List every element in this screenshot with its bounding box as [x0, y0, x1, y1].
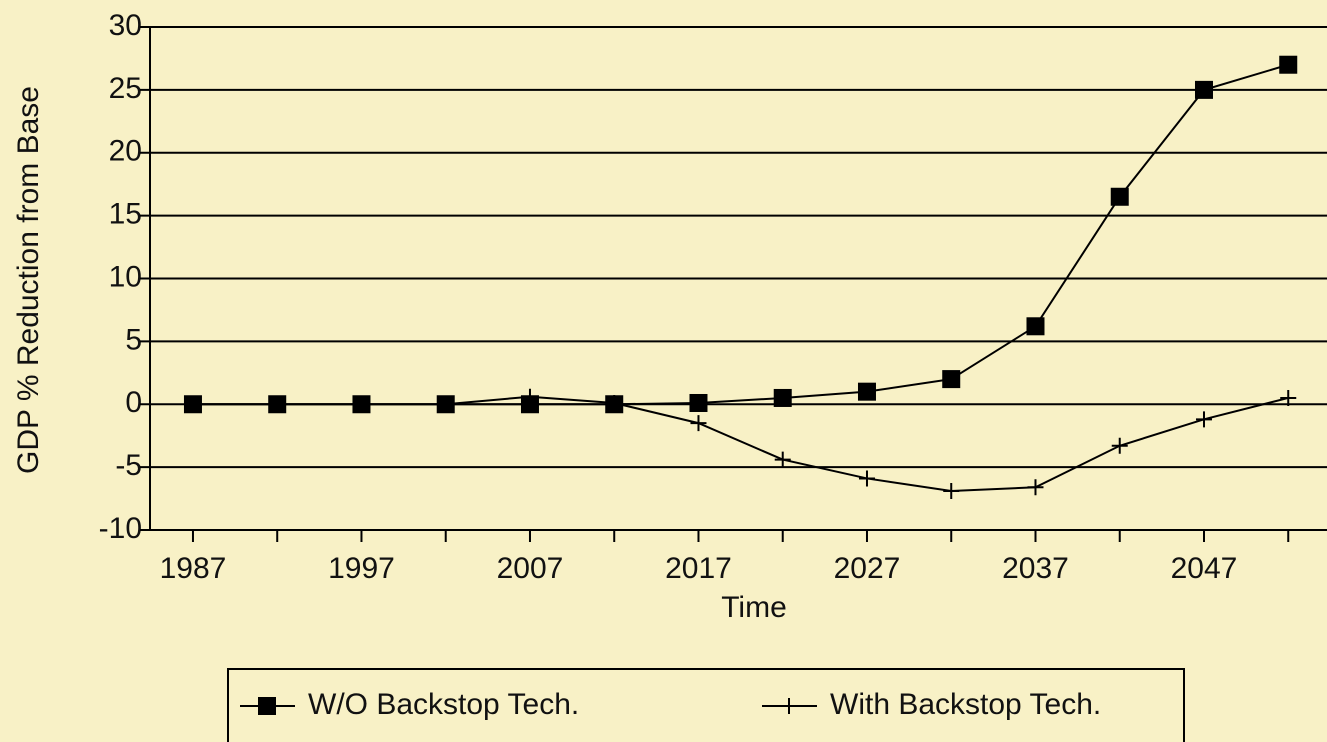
marker-plus [1111, 437, 1128, 454]
marker-plus [1195, 411, 1212, 428]
x-tick-label: 2037 [1002, 552, 1069, 585]
marker-plus [781, 698, 797, 714]
legend-label: With Backstop Tech. [830, 688, 1101, 721]
legend-box [227, 668, 1185, 742]
x-tick-label: 2047 [1171, 552, 1238, 585]
marker-plus [858, 470, 875, 487]
marker-square [1026, 317, 1045, 336]
marker-square [1194, 80, 1213, 99]
y-tick-label: -10 [99, 512, 142, 545]
marker-plus [943, 483, 960, 500]
marker-square [1279, 55, 1298, 74]
y-tick-label: 30 [109, 9, 142, 42]
marker-plus [437, 396, 454, 413]
marker-plus [184, 396, 201, 413]
y-tick-label: 0 [125, 386, 142, 419]
marker-square [1110, 187, 1129, 206]
y-tick-label: -5 [115, 449, 142, 482]
legend-label: W/O Backstop Tech. [308, 688, 579, 721]
x-axis-label: Time [721, 591, 787, 624]
y-tick-label: 20 [109, 135, 142, 168]
y-tick-label: 15 [109, 198, 142, 231]
x-tick-label: 1987 [160, 552, 227, 585]
marker-plus [1280, 389, 1297, 406]
marker-square [258, 697, 276, 715]
marker-plus [606, 394, 623, 411]
marker-square [857, 382, 876, 401]
x-tick-label: 2017 [665, 552, 732, 585]
marker-square [942, 370, 961, 389]
marker-plus [353, 396, 370, 413]
marker-plus [690, 415, 707, 432]
x-tick-label: 1997 [328, 552, 395, 585]
y-tick-label: 25 [109, 72, 142, 105]
marker-square [689, 393, 708, 412]
marker-plus [774, 451, 791, 468]
y-axis-label: GDP % Reduction from Base [12, 86, 45, 474]
marker-square [773, 388, 792, 407]
marker-plus [521, 388, 538, 405]
y-tick-label: 10 [109, 260, 142, 293]
x-tick-label: 2007 [497, 552, 564, 585]
x-tick-label: 2027 [834, 552, 901, 585]
marker-plus [1027, 479, 1044, 496]
y-tick-label: 5 [125, 323, 142, 356]
marker-plus [269, 396, 286, 413]
series-line [192, 395, 1289, 493]
